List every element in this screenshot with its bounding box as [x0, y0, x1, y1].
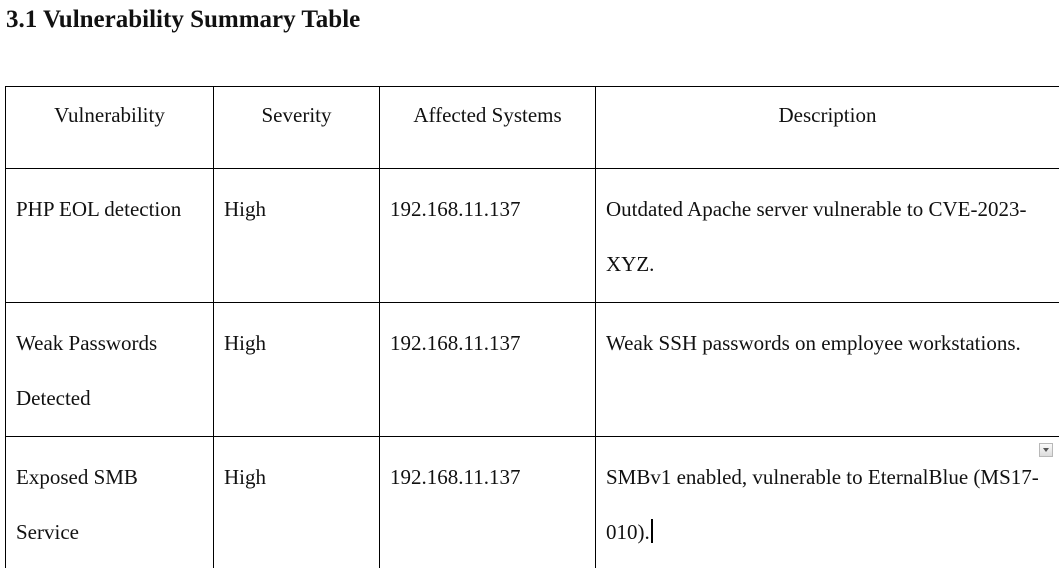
vulnerability-text: Weak Passwords Detected	[16, 331, 158, 410]
header-affected-systems[interactable]: Affected Systems	[379, 86, 596, 169]
header-severity[interactable]: Severity	[213, 86, 380, 169]
severity-text: High	[224, 197, 266, 221]
severity-text: High	[224, 465, 266, 489]
vulnerability-text: Exposed SMB Service	[16, 465, 138, 544]
description-text: Outdated Apache server vulnerable to CVE…	[606, 197, 1027, 276]
header-description[interactable]: Description	[595, 86, 1059, 169]
description-text: Weak SSH passwords on employee workstati…	[606, 331, 1021, 355]
cell-description[interactable]: Weak SSH passwords on employee workstati…	[595, 302, 1059, 437]
description-text: SMBv1 enabled, vulnerable to EternalBlue…	[606, 465, 1039, 544]
section-heading: 3.1 Vulnerability Summary Table	[6, 6, 361, 33]
severity-text: High	[224, 331, 266, 355]
vulnerability-text: PHP EOL detection	[16, 197, 182, 221]
cell-vulnerability[interactable]: Exposed SMB Service	[5, 436, 214, 568]
table-row: Exposed SMB Service High 192.168.11.137 …	[5, 436, 1059, 568]
cell-severity[interactable]: High	[213, 436, 380, 568]
table-row: Weak Passwords Detected High 192.168.11.…	[5, 302, 1059, 437]
cell-severity[interactable]: High	[213, 302, 380, 437]
table-header-row: Vulnerability Severity Affected Systems …	[5, 86, 1059, 169]
cell-vulnerability[interactable]: PHP EOL detection	[5, 168, 214, 303]
cell-description[interactable]: SMBv1 enabled, vulnerable to EternalBlue…	[595, 436, 1059, 568]
cell-affected-systems[interactable]: 192.168.11.137	[379, 302, 596, 437]
chevron-down-icon[interactable]	[1039, 443, 1053, 457]
affected-systems-text: 192.168.11.137	[390, 465, 521, 489]
table-row: PHP EOL detection High 192.168.11.137 Ou…	[5, 168, 1059, 303]
text-cursor	[650, 519, 653, 543]
affected-systems-text: 192.168.11.137	[390, 331, 521, 355]
header-vulnerability[interactable]: Vulnerability	[5, 86, 214, 169]
affected-systems-text: 192.168.11.137	[390, 197, 521, 221]
cell-description[interactable]: Outdated Apache server vulnerable to CVE…	[595, 168, 1059, 303]
cell-affected-systems[interactable]: 192.168.11.137	[379, 168, 596, 303]
vulnerability-summary-table: Vulnerability Severity Affected Systems …	[5, 86, 1059, 568]
cell-severity[interactable]: High	[213, 168, 380, 303]
cell-vulnerability[interactable]: Weak Passwords Detected	[5, 302, 214, 437]
cell-affected-systems[interactable]: 192.168.11.137	[379, 436, 596, 568]
